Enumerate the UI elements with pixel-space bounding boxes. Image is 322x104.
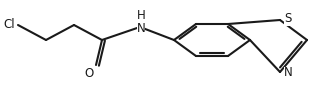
Text: O: O <box>85 67 94 80</box>
Text: N: N <box>284 66 293 79</box>
Text: N: N <box>137 22 145 35</box>
Text: Cl: Cl <box>3 19 15 32</box>
Text: H: H <box>137 9 145 22</box>
Text: S: S <box>284 12 291 25</box>
